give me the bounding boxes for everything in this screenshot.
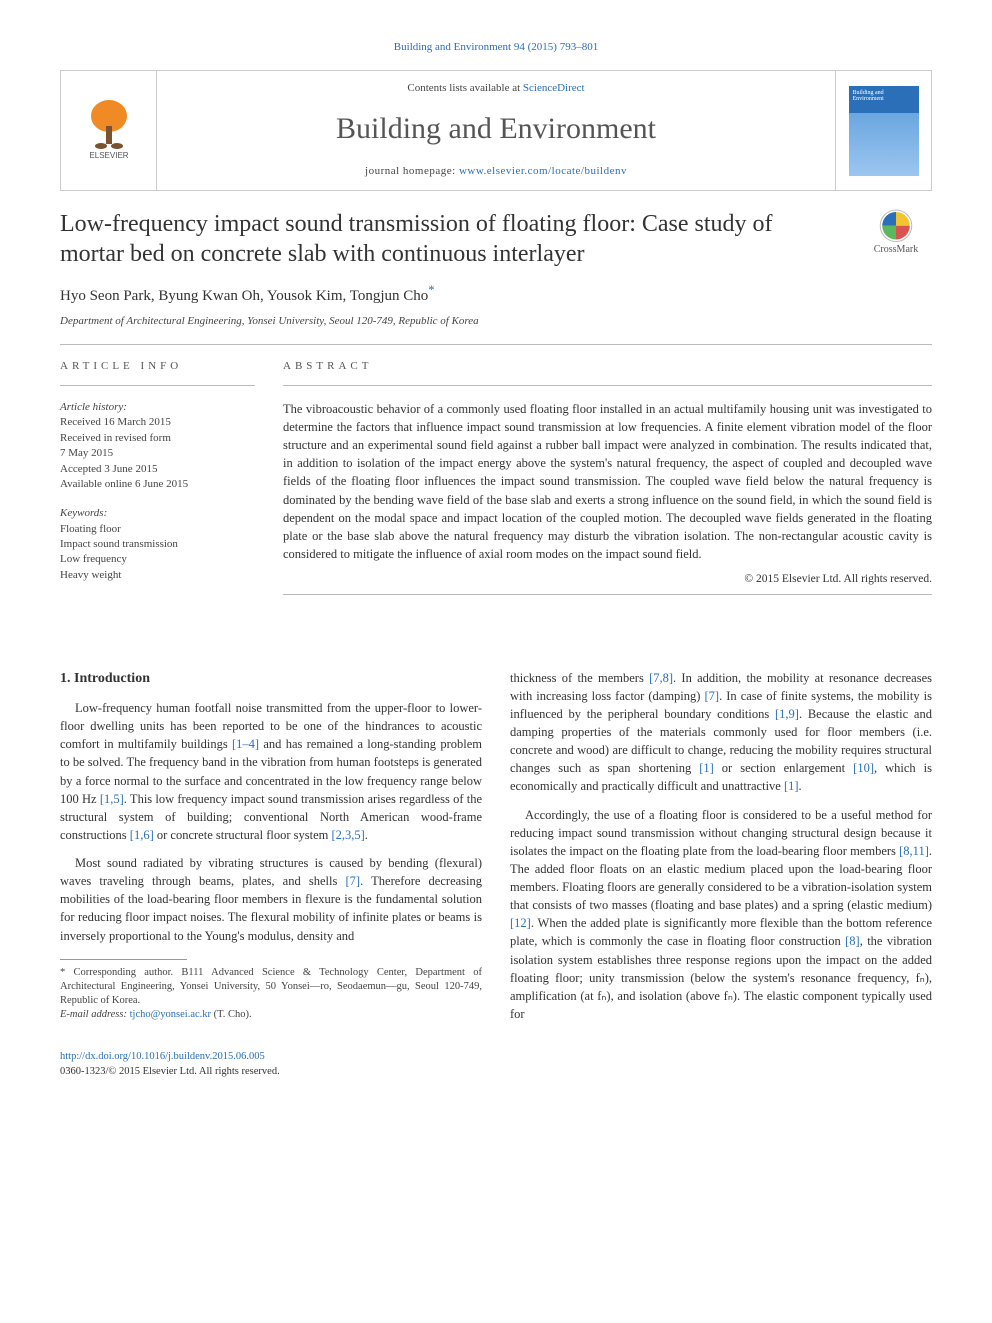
rule-abs-bottom (283, 594, 932, 595)
article-info-column: ARTICLE INFO Article history: Received 1… (60, 359, 255, 609)
crossmark-badge[interactable]: CrossMark (860, 209, 932, 257)
keyword: Floating floor (60, 522, 255, 537)
article-info-label: ARTICLE INFO (60, 359, 255, 375)
citation-ref[interactable]: [8,11] (899, 844, 929, 858)
corresponding-mark: * (428, 283, 434, 297)
keywords-label: Keywords: (60, 506, 255, 521)
citation-ref[interactable]: [1,9] (775, 707, 799, 721)
email-link[interactable]: tjcho@yonsei.ac.kr (130, 1009, 211, 1020)
body-column-left: 1. Introduction Low-frequency human foot… (60, 669, 482, 1033)
body-columns: 1. Introduction Low-frequency human foot… (60, 669, 932, 1033)
citation-ref[interactable]: [7] (705, 689, 720, 703)
abstract-label: ABSTRACT (283, 359, 932, 375)
issn-copyright: 0360-1323/© 2015 Elsevier Ltd. All right… (60, 1064, 932, 1079)
abstract-column: ABSTRACT The vibroacoustic behavior of a… (283, 359, 932, 609)
journal-title: Building and Environment (169, 107, 823, 151)
rule-abs (283, 385, 932, 386)
citation-ref[interactable]: [1] (784, 779, 799, 793)
body-column-right: thickness of the members [7,8]. In addit… (510, 669, 932, 1033)
email-footnote: E-mail address: tjcho@yonsei.ac.kr (T. C… (60, 1008, 482, 1022)
abstract-text: The vibroacoustic behavior of a commonly… (283, 400, 932, 563)
publisher-logo-cell: ELSEVIER (61, 71, 157, 190)
affiliation: Department of Architectural Engineering,… (60, 314, 840, 330)
citation-ref[interactable]: [1] (699, 761, 714, 775)
journal-homepage-link[interactable]: www.elsevier.com/locate/buildenv (459, 165, 627, 177)
journal-homepage-line: journal homepage: www.elsevier.com/locat… (169, 164, 823, 180)
body-paragraph: Most sound radiated by vibrating structu… (60, 854, 482, 945)
citation-ref[interactable]: [8] (845, 934, 860, 948)
section-heading-1: 1. Introduction (60, 669, 482, 689)
citation-ref[interactable]: [10] (853, 761, 874, 775)
elsevier-logo: ELSEVIER (81, 96, 137, 166)
running-citation: Building and Environment 94 (2015) 793–8… (60, 40, 932, 56)
sciencedirect-line: Contents lists available at ScienceDirec… (169, 81, 823, 97)
body-paragraph: Low-frequency human footfall noise trans… (60, 699, 482, 844)
keyword: Low frequency (60, 552, 255, 567)
banner-center: Contents lists available at ScienceDirec… (157, 71, 835, 190)
citation-ref[interactable]: [1,6] (130, 828, 154, 842)
crossmark-icon (879, 209, 913, 243)
body-paragraph: thickness of the members [7,8]. In addit… (510, 669, 932, 796)
corresponding-footnote: * Corresponding author. B111 Advanced Sc… (60, 966, 482, 1009)
article-history: Article history: Received 16 March 2015 … (60, 400, 255, 492)
citation-ref[interactable]: [1,5] (100, 792, 124, 806)
doi-link[interactable]: http://dx.doi.org/10.1016/j.buildenv.201… (60, 1051, 265, 1062)
crossmark-label: CrossMark (874, 243, 918, 258)
rule-info (60, 385, 255, 386)
history-line: Accepted 3 June 2015 (60, 462, 255, 477)
body-paragraph: Accordingly, the use of a floating floor… (510, 806, 932, 1024)
history-label: Article history: (60, 400, 255, 415)
history-line: Available online 6 June 2015 (60, 477, 255, 492)
publisher-wordmark: ELSEVIER (89, 151, 128, 160)
history-line: 7 May 2015 (60, 446, 255, 461)
history-line: Received 16 March 2015 (60, 415, 255, 430)
footnote-separator (60, 959, 187, 960)
citation-ref[interactable]: [1–4] (232, 737, 259, 751)
citation-ref[interactable]: [12] (510, 916, 531, 930)
abstract-copyright: © 2015 Elsevier Ltd. All rights reserved… (283, 571, 932, 588)
keywords-block: Keywords: Floating floor Impact sound tr… (60, 506, 255, 583)
keyword: Impact sound transmission (60, 537, 255, 552)
sciencedirect-link[interactable]: ScienceDirect (523, 82, 585, 94)
footer-block: http://dx.doi.org/10.1016/j.buildenv.201… (60, 1049, 932, 1079)
rule-top (60, 344, 932, 345)
journal-cover-cell (835, 71, 931, 190)
journal-cover-thumb (849, 86, 919, 176)
author-list: Hyo Seon Park, Byung Kwan Oh, Yousok Kim… (60, 281, 840, 308)
citation-ref[interactable]: [7] (346, 874, 361, 888)
citation-text[interactable]: Building and Environment 94 (2015) 793–8… (394, 41, 598, 53)
article-title: Low-frequency impact sound transmission … (60, 209, 840, 269)
keyword: Heavy weight (60, 568, 255, 583)
citation-ref[interactable]: [2,3,5] (331, 828, 364, 842)
history-line: Received in revised form (60, 431, 255, 446)
journal-banner: ELSEVIER Contents lists available at Sci… (60, 70, 932, 191)
citation-ref[interactable]: [7,8] (649, 671, 673, 685)
